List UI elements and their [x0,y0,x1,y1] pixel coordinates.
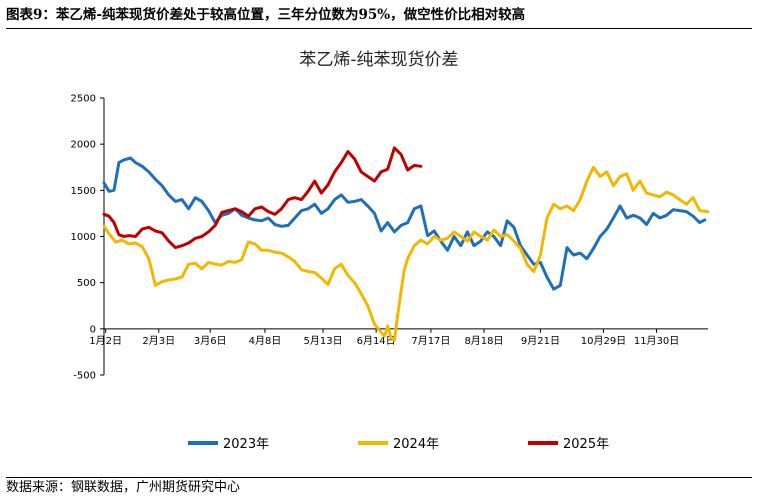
y-tick-label: 500 [77,278,96,289]
y-tick-label: 1000 [71,232,96,243]
x-tick-label: 2月3日 [142,335,175,347]
x-axis: 1月2日 2月3日 3月6日 4月8日 5月13日 6月14日 7月17日 8月18日 9月21… [89,328,708,347]
y-tick-label: 1500 [71,186,96,197]
series-line-2 [102,165,710,342]
x-tick-label: 6月14日 [357,335,396,347]
y-tick-label: -500 [73,371,96,382]
legend-label: 2023年 [223,437,269,452]
data-source: 数据来源：钢联数据，广州期货研究中心 [6,477,752,500]
x-tick-label: 3月6日 [194,335,227,347]
x-tick-label: 1月2日 [89,335,122,347]
x-tick-label: 4月8日 [249,335,282,347]
series-line-1 [102,156,707,291]
legend-label: 2024年 [393,437,439,452]
x-tick-label: 5月13日 [303,335,342,347]
y-tick-label: 2500 [71,94,96,105]
y-tick-label: 2000 [71,140,96,151]
series-lines [102,146,710,342]
legend-label: 2025年 [563,437,609,452]
series-line-3 [102,146,423,250]
x-tick-label: 11月30日 [634,335,679,347]
legend: 2023年 2024年 2025年 [188,437,609,452]
chart-title: 苯乙烯-纯苯现货价差 [299,50,458,70]
y-tick-label: 0 [90,324,96,335]
x-tick-label: 7月17日 [411,335,450,347]
x-tick-label: 8月18日 [464,335,503,347]
figure-caption: 图表9：苯乙烯-纯苯现货价差处于较高位置，三年分位数为95%，做空性价比相对较高 [6,4,752,29]
x-tick-label: 10月29日 [581,335,626,347]
x-tick-label: 9月21日 [521,335,560,347]
chart: 苯乙烯-纯苯现货价差 -500 0 500 1000 1500 2000 2500 1月2日… [71,50,710,452]
